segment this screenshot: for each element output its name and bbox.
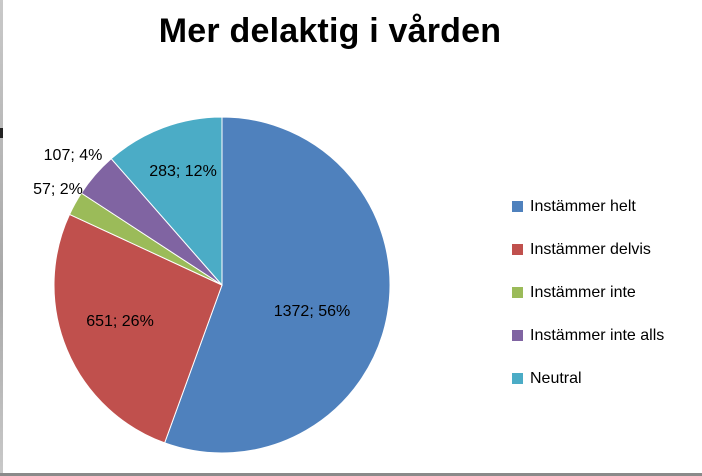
- legend-swatch: [512, 201, 523, 212]
- legend-swatch: [512, 244, 523, 255]
- pie-slice-neutral: [110, 116, 223, 287]
- legend-item: Instämmer inte alls: [512, 314, 664, 357]
- legend-label: Instämmer inte alls: [530, 326, 665, 344]
- slice-label: 283; 12%: [149, 163, 217, 180]
- chart-legend: Instämmer helt Instämmer delvis Instämmer …: [512, 185, 664, 400]
- pie-slices: [53, 116, 391, 454]
- legend-swatch: [512, 287, 523, 298]
- legend-label: Neutral: [530, 369, 582, 387]
- slice-label: 107; 4%: [44, 147, 103, 164]
- legend-item: Neutral: [512, 357, 664, 400]
- chart-title: Mer delaktig i vården: [158, 12, 502, 50]
- pie-slice-instämmer-delvis: [53, 213, 223, 444]
- legend-item: Instämmer inte: [512, 271, 664, 314]
- legend-label: Instämmer delvis: [530, 240, 651, 258]
- legend-swatch: [512, 330, 523, 341]
- slice-label: 651; 26%: [86, 313, 154, 330]
- window-edge-mark: [0, 128, 3, 138]
- legend-item: Instämmer delvis: [512, 228, 664, 271]
- slice-labels: 1372; 56% 651; 26% 57; 2% 107; 4% 283; 12%: [33, 147, 350, 330]
- legend-label: Instämmer helt: [530, 197, 636, 215]
- window-bottom-edge: [0, 473, 702, 476]
- slice-label: 57; 2%: [33, 181, 83, 198]
- slice-label: 1372; 56%: [274, 303, 351, 320]
- legend-item: Instämmer helt: [512, 185, 664, 228]
- legend-swatch: [512, 373, 523, 384]
- pie-slice-instämmer-helt: [163, 116, 391, 454]
- legend-label: Instämmer inte: [530, 283, 636, 301]
- window-left-edge: [0, 0, 3, 476]
